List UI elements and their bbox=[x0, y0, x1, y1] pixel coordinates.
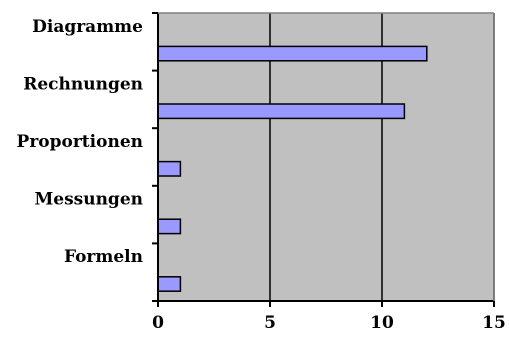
category-label-diagramme: Diagramme bbox=[32, 17, 143, 37]
x-tick-label-0: 0 bbox=[152, 313, 164, 333]
bar-formeln bbox=[157, 276, 182, 292]
category-labels: Diagramme Rechnungen Proportionen Messungen… bbox=[17, 17, 144, 267]
category-label-messungen: Messungen bbox=[34, 190, 143, 210]
x-tick-label-15: 15 bbox=[482, 313, 506, 333]
bar-rechnungen bbox=[157, 103, 406, 120]
category-label-formeln: Formeln bbox=[64, 247, 143, 267]
bar-messungen bbox=[157, 218, 182, 235]
bar-diagramme bbox=[157, 45, 428, 62]
category-label-proportionen: Proportionen bbox=[17, 132, 143, 152]
axes bbox=[152, 12, 495, 307]
bar-proportionen bbox=[157, 160, 182, 177]
x-tick-label-5: 5 bbox=[264, 313, 276, 333]
x-tick-label-10: 10 bbox=[370, 313, 394, 333]
category-label-rechnungen: Rechnungen bbox=[23, 74, 143, 94]
tick-labels: 0 5 10 15 bbox=[152, 313, 506, 333]
